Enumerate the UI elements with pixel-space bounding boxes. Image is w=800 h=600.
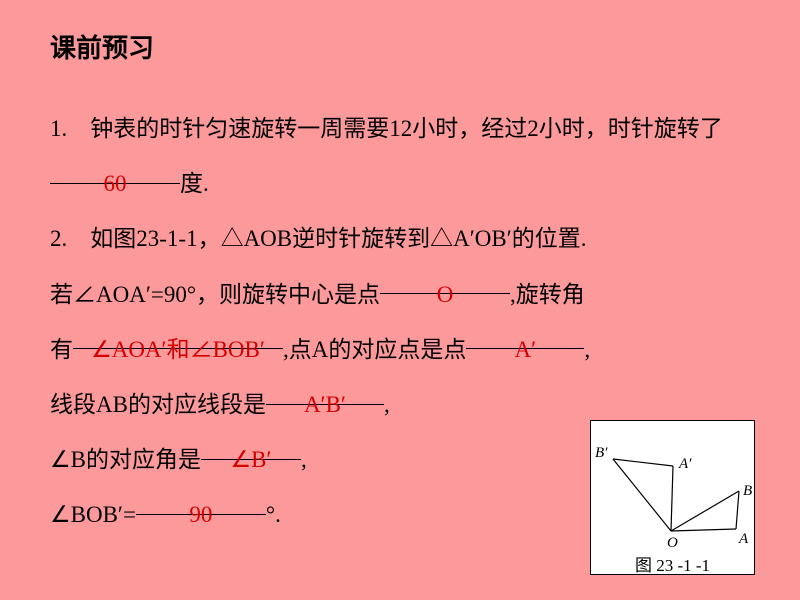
q2-line4-prefix: 线段AB的对应线段是 [50, 392, 266, 417]
q1-answer: 60 [50, 156, 180, 184]
svg-text:A: A [738, 531, 749, 547]
q2-line3-suffix: , [584, 337, 590, 362]
q2-line4-suffix: , [384, 392, 390, 417]
q2-line2-suffix: ,旋转角 [510, 282, 585, 307]
figure-23-1-1: O A B A′ B′ 图 23 -1 -1 [590, 420, 755, 575]
q2-angles-answer: ∠AOA′和∠BOB′ [73, 322, 283, 350]
svg-text:O: O [667, 535, 678, 549]
q2-line3-prefix: 有 [50, 337, 73, 362]
geometry-diagram: O A B A′ B′ [591, 421, 756, 549]
q2-line2-prefix: 若∠AOA′=90°，则旋转中心是点 [50, 282, 380, 307]
section-title: 课前预习 [50, 28, 750, 65]
q2-line6-prefix: ∠BOB′= [50, 502, 136, 527]
q2-line5-suffix: , [301, 447, 307, 472]
q2-line1: 2. 如图23-1-1，△AOB逆时针旋转到△A′OB′的位置. [50, 226, 587, 251]
question-1: 1. 钟表的时针匀速旋转一周需要12小时，经过2小时，时针旋转了 60度. [50, 101, 750, 211]
q2-corrangle-answer: ∠B′ [201, 432, 301, 460]
q2-line6-suffix: °. [266, 502, 281, 527]
q2-corrseg-answer: A′B′ [266, 377, 384, 405]
q1-text-prefix: 1. 钟表的时针匀速旋转一周需要12小时，经过2小时，时针旋转了 [50, 116, 723, 141]
svg-text:A′: A′ [678, 456, 692, 472]
svg-text:B′: B′ [595, 445, 608, 461]
svg-text:B: B [743, 483, 752, 499]
figure-caption: 图 23 -1 -1 [591, 549, 754, 576]
q1-text-suffix: 度. [180, 171, 209, 196]
q2-corrpoint-answer: A′ [466, 322, 584, 350]
q2-center-answer: O [380, 267, 510, 295]
q2-line3-mid: ,点A的对应点是点 [283, 337, 466, 362]
q2-line5-prefix: ∠B的对应角是 [50, 447, 201, 472]
q2-bob-answer: 90 [136, 487, 266, 515]
